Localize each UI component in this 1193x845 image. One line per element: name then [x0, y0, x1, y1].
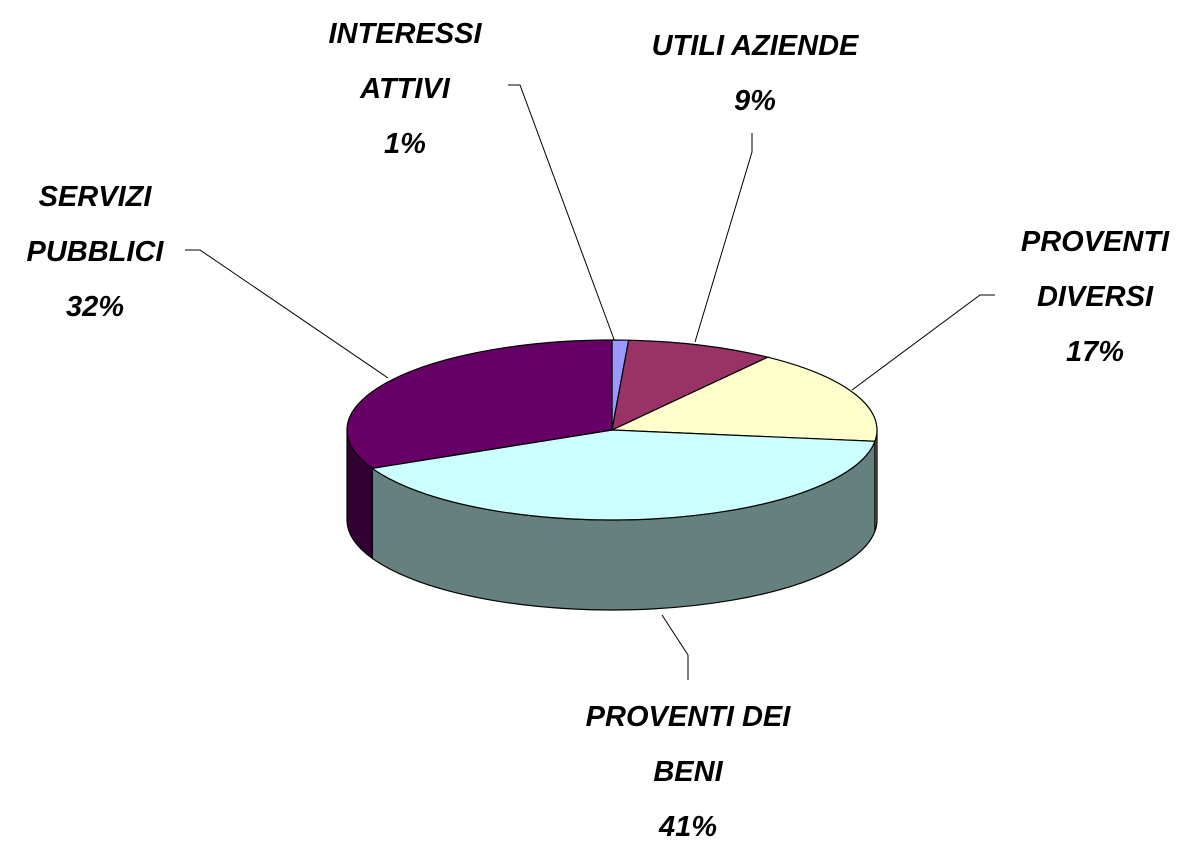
pie-slice [611, 339, 770, 432]
category-label: INTERESSI ATTIVI [328, 18, 482, 105]
category-label: SERVIZI PUBBLICI [26, 181, 164, 268]
category-label: UTILI AZIENDE [651, 30, 859, 62]
value-label: 17% [1065, 336, 1125, 368]
leader-line [661, 614, 689, 680]
leader-line [851, 294, 995, 391]
slice-label: SERVIZI PUBBLICI 32% [5, 170, 185, 335]
value-label: 32% [65, 291, 125, 323]
pie-slice [346, 339, 613, 469]
slice-label: INTERESSI ATTIVI 1% [300, 7, 510, 172]
pie-slice [370, 429, 876, 521]
value-label: 9% [734, 85, 776, 117]
pie-tops [346, 339, 878, 521]
slice-label: UTILI AZIENDE 9% [595, 19, 915, 129]
pie-slice [611, 356, 878, 442]
leader-line [185, 249, 389, 379]
leader-line [694, 133, 753, 343]
value-label: 41% [658, 811, 718, 843]
pie [346, 339, 878, 611]
category-label: PROVENTI DEI BENI [585, 701, 791, 788]
slice-label: PROVENTI DIVERSI 17% [995, 215, 1193, 380]
category-label: PROVENTI DIVERSI [1020, 226, 1170, 313]
value-label: 1% [384, 128, 426, 160]
slice-label: PROVENTI DEI BENI 41% [553, 690, 823, 845]
leader-line [508, 84, 616, 343]
